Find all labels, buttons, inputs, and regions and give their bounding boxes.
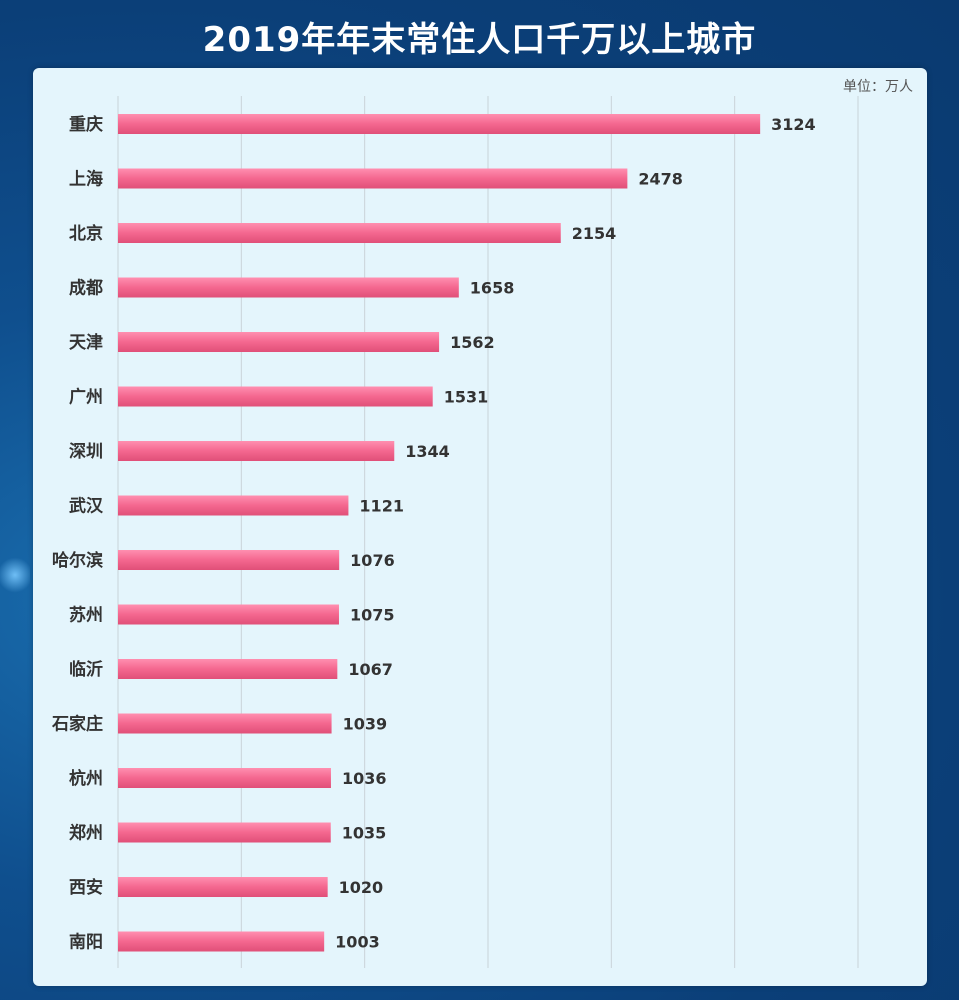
value-label: 1039 (343, 715, 388, 734)
category-label: 北京 (69, 223, 103, 244)
bar (118, 168, 628, 189)
category-label: 石家庄 (51, 714, 103, 735)
category-label: 重庆 (69, 114, 103, 135)
chart-card: 单位：万人 重庆 3124 上海 2478 北京 2154 成都 1658 天津 1562 广州 15… (33, 68, 927, 986)
value-label: 1076 (350, 551, 395, 570)
bar-chart: 重庆 3124 上海 2478 北京 2154 成都 1658 天津 1562 广州 1531 深圳 13… (51, 96, 859, 968)
bar (118, 931, 325, 952)
category-label: 天津 (69, 332, 103, 353)
value-label: 1531 (444, 388, 489, 407)
value-label: 1036 (342, 769, 387, 788)
bar (118, 550, 340, 570)
bar (118, 495, 349, 516)
chart-title: 2019年年末常住人口千万以上城市 (202, 20, 757, 60)
bar (118, 441, 395, 461)
bar (118, 277, 459, 298)
value-label: 1075 (350, 606, 395, 625)
category-label: 武汉 (69, 496, 104, 517)
category-label: 西安 (69, 877, 103, 898)
bar (118, 822, 331, 843)
category-label: 上海 (69, 169, 103, 190)
background-glow (0, 555, 30, 595)
value-label: 1658 (470, 279, 515, 298)
category-label: 哈尔滨 (52, 550, 103, 571)
category-label: 郑州 (69, 823, 103, 844)
bar (118, 332, 440, 352)
unit-label: 单位：万人 (843, 79, 913, 95)
value-label: 2154 (572, 224, 617, 243)
bar (118, 713, 332, 734)
category-label: 苏州 (69, 605, 103, 626)
category-label: 深圳 (69, 441, 103, 462)
value-label: 3124 (771, 115, 816, 134)
category-label: 南阳 (69, 932, 103, 953)
value-label: 1035 (342, 824, 387, 843)
category-label: 杭州 (69, 768, 103, 789)
bar (118, 604, 339, 625)
value-label: 1067 (348, 660, 393, 679)
bar (118, 877, 328, 897)
bar (118, 386, 433, 407)
value-label: 1020 (339, 878, 384, 897)
value-label: 1344 (405, 442, 450, 461)
value-label: 1121 (359, 497, 404, 516)
category-label: 成都 (69, 278, 103, 299)
value-label: 2478 (638, 170, 683, 189)
value-label: 1003 (335, 933, 380, 952)
value-label: 1562 (450, 333, 495, 352)
category-label: 广州 (69, 387, 103, 408)
bar (118, 223, 561, 243)
bar (118, 114, 761, 134)
category-label: 临沂 (69, 659, 103, 680)
bar (118, 659, 338, 679)
bar (118, 768, 331, 788)
